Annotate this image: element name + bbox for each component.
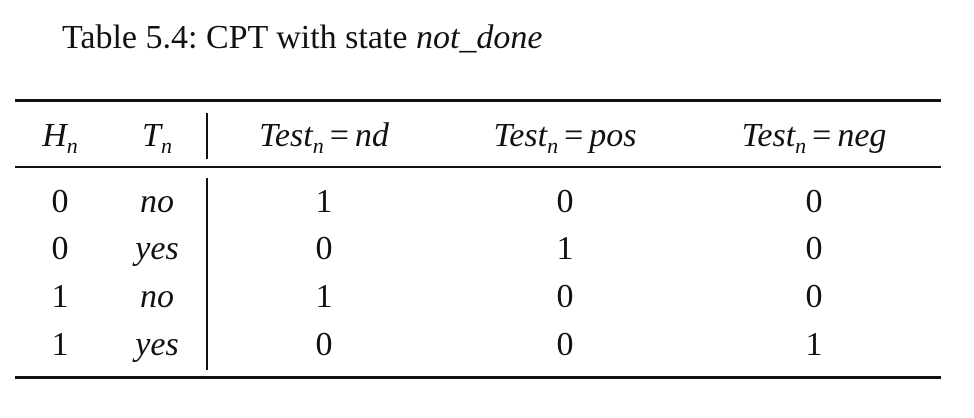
column-divider-body	[206, 178, 208, 370]
table-cell-h: 0	[51, 183, 69, 220]
table-cell-pos: 0	[556, 278, 574, 315]
header-rule	[15, 166, 941, 168]
table-cell-nd: 1	[315, 278, 333, 315]
table-cell-nd: 0	[315, 230, 333, 267]
header-test-pos: Testn = pos	[493, 117, 637, 158]
table-cell-neg: 1	[805, 326, 823, 363]
header-test-nd: Testn = nd	[259, 117, 389, 158]
bottom-rule	[15, 376, 941, 379]
table-cell-t: yes	[135, 230, 179, 267]
table-cell-pos: 1	[556, 230, 574, 267]
header-h-n: Hn	[42, 117, 78, 158]
table-cell-t: no	[140, 183, 174, 220]
header-test-neg: Testn = neg	[741, 117, 887, 158]
table-cell-h: 0	[51, 230, 69, 267]
table-cell-nd: 1	[315, 183, 333, 220]
table-cell-t: yes	[135, 326, 179, 363]
caption-prefix: Table 5.4: CPT with state	[62, 19, 416, 56]
table-cell-pos: 0	[556, 183, 574, 220]
table-cell-neg: 0	[805, 230, 823, 267]
caption-state: not_done	[415, 19, 543, 56]
table-caption: Table 5.4: CPT with state not_done	[62, 16, 543, 60]
table-cell-h: 1	[51, 326, 69, 363]
table-cell-pos: 0	[556, 326, 574, 363]
table-cell-h: 1	[51, 278, 69, 315]
table-cell-t: no	[140, 278, 174, 315]
top-rule	[15, 99, 941, 102]
header-t-n: Tn	[142, 117, 172, 158]
column-divider-header	[206, 113, 208, 159]
table-cell-neg: 0	[805, 183, 823, 220]
table-cell-nd: 0	[315, 326, 333, 363]
table-cell-neg: 0	[805, 278, 823, 315]
